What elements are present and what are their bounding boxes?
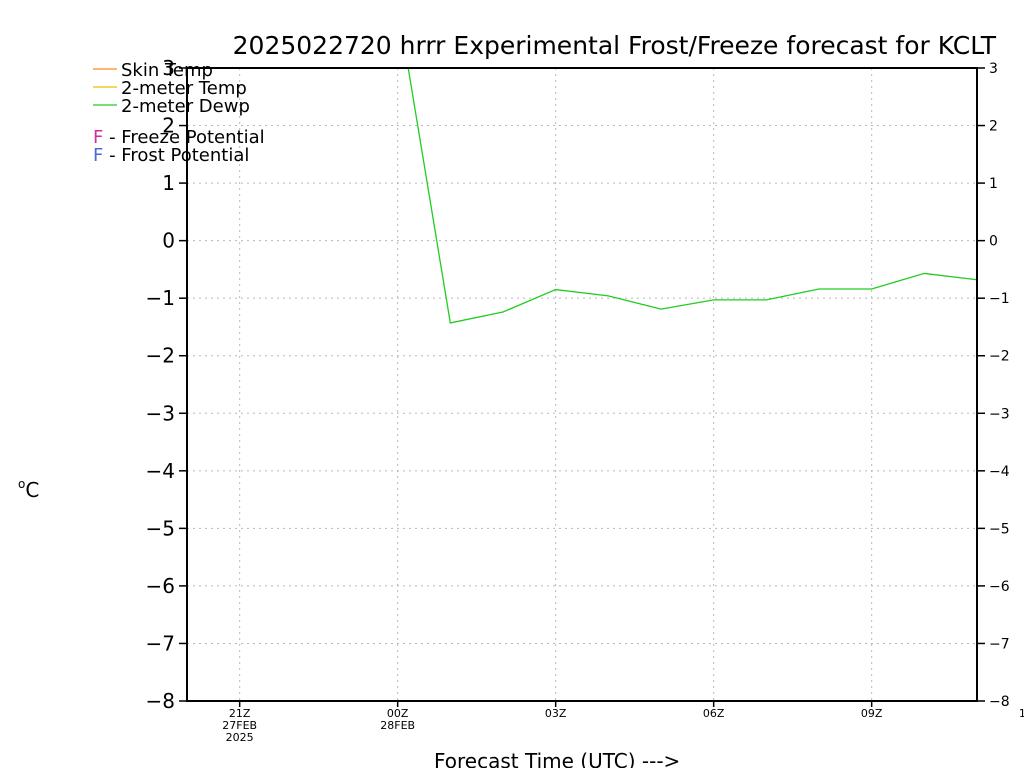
y-axis-ticks: 3 3 2 2 1 1 0 0 −1 −1 −2 −2 −3 −3 −4 −4 −5 −5 −6 −6 −7 −7 −8 −8 [146,56,1010,713]
y-tick-label-left: −6 [146,574,175,598]
y-tick-label-left: 0 [162,229,175,253]
x-tick-label: 09Z [861,707,883,720]
plot-frame [186,67,978,702]
y-tick-label-left: 3 [162,56,175,80]
y-axis-label: oC [18,477,39,502]
x-tick-label: 03Z [545,707,567,720]
x-tick-label: 2025 [226,731,254,744]
y-tick-label-right: −4 [989,464,1010,480]
potential-marker: F [93,145,103,166]
x-tick-label: 12Z [1019,707,1024,720]
grid-lines [187,68,977,701]
y-tick-label-right: 2 [989,119,998,135]
y-tick-label-right: −8 [989,694,1010,710]
x-tick-label: 21Z [229,707,251,720]
potential-text: - Freeze Potential [103,127,264,148]
y-tick-label-right: −3 [989,406,1010,422]
y-tick-label-left: −3 [146,401,175,425]
legend-label: 2-meter Temp [121,78,247,99]
y-tick-label-right: −2 [989,349,1010,365]
legend-label: 2-meter Dewp [121,96,250,117]
y-tick-label-left: −8 [146,689,175,713]
y-tick-label-left: −7 [146,631,175,655]
x-tick-label: 06Z [703,707,725,720]
x-tick-label: 00Z [387,707,409,720]
potential-label: F - Frost Potential [93,145,249,166]
y-tick-label-left: −1 [146,286,175,310]
potential-label: F - Freeze Potential [93,127,265,148]
y-tick-label-right: 3 [989,61,998,77]
y-tick-label-right: −1 [989,291,1010,307]
potential-marker: F [93,127,103,148]
y-axis-label-unit: C [25,478,39,502]
y-tick-label-right: −7 [989,636,1010,652]
potential-text: - Frost Potential [103,145,249,166]
y-tick-label-right: 1 [989,176,998,192]
y-tick-label-left: −5 [146,516,175,540]
series-line-dewpoint [407,68,977,324]
y-tick-label-left: −4 [146,459,175,483]
y-tick-label-left: 1 [162,171,175,195]
y-tick-label-right: 0 [989,234,998,250]
y-tick-label-left: −2 [146,344,175,368]
y-axis-label-sup: o [18,477,25,491]
x-tick-label: 28FEB [380,719,415,732]
x-axis-label: Forecast Time (UTC) ---> [434,749,680,768]
y-tick-label-right: −5 [989,521,1010,537]
y-tick-label-left: 2 [162,114,175,138]
y-tick-label-right: −6 [989,579,1010,595]
x-tick-label: 27FEB [222,719,257,732]
chart-title: 2025022720 hrrr Experimental Frost/Freez… [233,31,997,60]
legend-label: Skin Temp [121,60,213,81]
series-lines [407,68,977,324]
